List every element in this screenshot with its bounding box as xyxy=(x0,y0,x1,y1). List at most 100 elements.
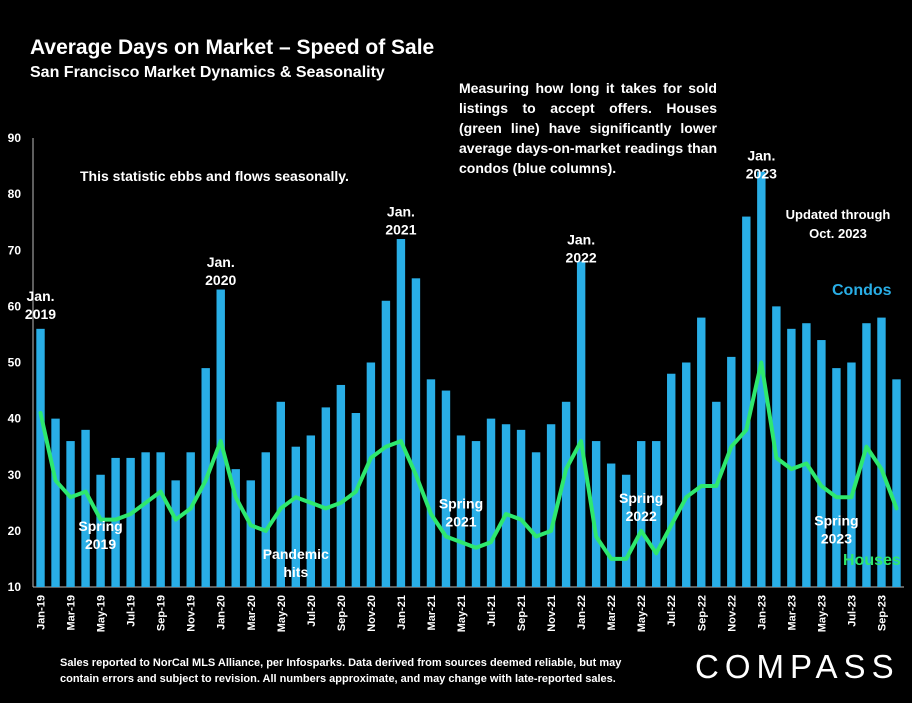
x-tick-label: Jan-21 xyxy=(396,595,408,630)
condo-bar xyxy=(36,328,45,587)
x-tick-label: Jul-19 xyxy=(126,595,138,627)
x-tick-label: Jul-23 xyxy=(846,595,858,627)
condo-bar xyxy=(441,390,451,587)
annotation-label: Spring 2019 xyxy=(78,518,122,552)
condo-bar xyxy=(546,424,556,587)
condo-bar xyxy=(306,435,316,587)
condo-bar xyxy=(111,457,120,587)
annotation-label: Pandemic hits xyxy=(263,546,329,580)
x-tick-label: Jan-22 xyxy=(576,595,588,630)
x-tick-label: Jul-21 xyxy=(486,595,498,627)
condo-bar xyxy=(652,441,661,587)
condo-bar xyxy=(156,452,165,587)
y-tick-label: 50 xyxy=(8,356,22,370)
compass-logo: COMPASS xyxy=(695,648,900,685)
updated-line-2: Oct. 2023 xyxy=(809,226,867,241)
condos-legend-label: Condos xyxy=(832,282,892,299)
condo-bar xyxy=(727,356,736,587)
condo-bar xyxy=(847,362,856,587)
houses-legend-label: Houses xyxy=(843,552,901,569)
annotation-label: Jan. 2022 xyxy=(566,232,597,266)
y-tick-label: 80 xyxy=(8,187,22,201)
condo-bar xyxy=(186,452,195,587)
x-tick-label: Mar-21 xyxy=(426,595,438,630)
updated-note: Updated through Oct. 2023 xyxy=(772,205,904,243)
description-note: Measuring how long it takes for sold lis… xyxy=(459,80,717,176)
annotation-label: Spring 2023 xyxy=(814,512,858,546)
x-tick-label: Nov-21 xyxy=(546,595,558,632)
condo-bar xyxy=(66,441,75,587)
condo-bar xyxy=(456,435,466,587)
condo-bar xyxy=(96,474,105,587)
annotation-label: Spring 2022 xyxy=(619,490,663,524)
condo-bar xyxy=(591,441,601,587)
y-tick-label: 90 xyxy=(8,131,22,145)
x-tick-label: Mar-22 xyxy=(606,595,618,630)
condo-bar xyxy=(411,278,421,587)
condo-bar xyxy=(426,379,436,587)
footnote-line-2: contain errors and subject to revision. … xyxy=(60,673,616,685)
x-tick-label: Nov-22 xyxy=(726,595,738,632)
condo-bar xyxy=(381,300,391,587)
x-tick-label: Sep-23 xyxy=(876,595,888,631)
chart-subtitle: San Francisco Market Dynamics & Seasonal… xyxy=(30,64,385,81)
condo-bar xyxy=(817,340,826,587)
condo-bar xyxy=(682,362,691,587)
x-tick-label: May-22 xyxy=(636,595,648,632)
updated-line-1: Updated through xyxy=(785,207,891,222)
y-tick-label: 40 xyxy=(8,412,22,426)
condo-bar xyxy=(171,480,180,587)
annotations: Jan. 2019 Jan. 2020 Jan. 2021 Jan. 2022 Jan. 2023… xyxy=(25,147,859,579)
condo-bar xyxy=(141,452,150,587)
condo-bar xyxy=(471,441,481,587)
condo-bar xyxy=(862,323,871,587)
x-tick-label: May-19 xyxy=(96,595,108,632)
x-tick-labels: Jan-19 Mar-19 May-19 Jul-19 Sep-19 Nov-19 Jan-… xyxy=(36,595,889,632)
x-tick-label: Sep-19 xyxy=(156,595,168,631)
condo-bar xyxy=(51,418,60,587)
houses-line xyxy=(38,360,899,561)
condo-bar xyxy=(832,368,841,587)
x-tick-label: Sep-21 xyxy=(516,595,528,631)
condo-bar xyxy=(561,401,571,587)
condo-bar xyxy=(531,452,541,587)
condo-bar xyxy=(81,429,90,587)
y-tick-label: 70 xyxy=(8,243,22,257)
condo-bar xyxy=(486,418,496,587)
condo-bar xyxy=(231,469,240,587)
footnote-line-1: Sales reported to NorCal MLS Alliance, p… xyxy=(60,657,622,669)
condo-bar xyxy=(336,384,346,587)
condo-bar xyxy=(216,289,225,587)
x-tick-label: Jul-22 xyxy=(666,595,678,627)
y-tick-label: 60 xyxy=(8,299,22,313)
condo-bar xyxy=(802,323,811,587)
x-tick-label: May-23 xyxy=(816,595,828,632)
condo-bar xyxy=(366,362,376,587)
y-tick-label: 10 xyxy=(8,580,22,594)
condo-bar xyxy=(757,171,766,588)
condo-bar xyxy=(636,441,646,587)
condo-bar xyxy=(321,407,331,587)
x-tick-label: May-20 xyxy=(276,595,288,632)
condo-bar xyxy=(697,317,706,587)
x-tick-label: May-21 xyxy=(456,595,468,632)
condo-bar xyxy=(712,401,721,587)
condo-bar xyxy=(606,463,616,587)
houses-line-group xyxy=(38,360,899,561)
condo-bar xyxy=(276,401,285,587)
condo-bar xyxy=(261,452,270,587)
condo-bar xyxy=(787,328,796,587)
condo-bar xyxy=(126,457,135,587)
annotation-label: Jan. 2019 xyxy=(25,288,56,322)
annotation-label: Spring 2021 xyxy=(439,495,483,529)
condo-bar xyxy=(501,424,511,587)
x-tick-label: Nov-19 xyxy=(186,595,198,632)
x-tick-label: Sep-22 xyxy=(696,595,708,631)
x-tick-label: Jul-20 xyxy=(306,595,318,627)
x-tick-label: Jan-19 xyxy=(36,595,48,630)
condo-bar xyxy=(621,474,631,587)
annotation-label: Jan. 2021 xyxy=(385,204,416,238)
condo-bar xyxy=(892,379,901,587)
seasonal-note: This statistic ebbs and flows seasonally… xyxy=(80,168,349,184)
condo-bar xyxy=(576,261,586,587)
